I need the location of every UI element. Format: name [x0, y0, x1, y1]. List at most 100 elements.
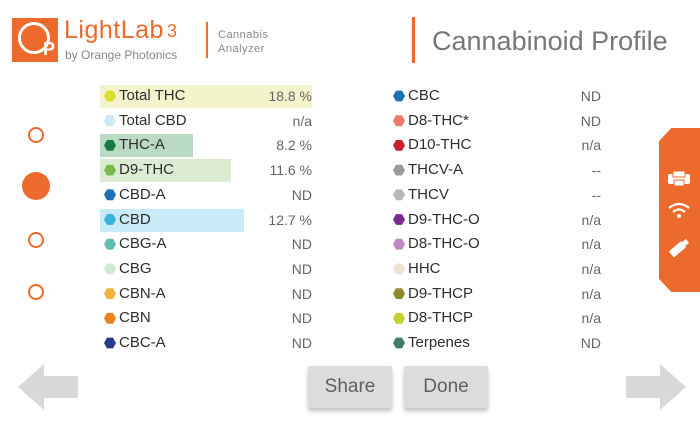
- compound-name: THCV-A: [408, 161, 464, 179]
- compound-row: HHC n/a: [389, 257, 601, 281]
- share-button[interactable]: Share: [308, 366, 392, 408]
- logo-mark: P: [12, 18, 58, 62]
- compound-name: D10-THC: [408, 136, 472, 154]
- compound-row: THCV-A --: [389, 158, 601, 182]
- compound-name: Total THC: [119, 87, 186, 104]
- hexagon-icon: [393, 164, 405, 176]
- compound-value: ND: [291, 285, 312, 302]
- compound-row: D9-THC 11.6 %: [100, 158, 312, 183]
- compound-value: ND: [580, 88, 601, 104]
- compound-value: 18.8 %: [268, 88, 312, 104]
- compound-row: CBC-A ND: [100, 331, 312, 355]
- compound-name: CBN: [119, 309, 151, 327]
- hexagon-icon: [393, 90, 405, 102]
- compound-name: Terpenes: [408, 334, 470, 351]
- compound-value: 12.7 %: [268, 211, 312, 228]
- compound-row: CBN ND: [100, 306, 312, 330]
- hexagon-icon: [393, 312, 405, 324]
- hexagon-icon: [393, 263, 405, 275]
- compound-value: --: [591, 186, 601, 203]
- hexagon-icon: [104, 139, 116, 151]
- hexagon-icon: [104, 238, 116, 250]
- compound-name: D8-THC-O: [408, 235, 480, 253]
- compound-value: n/a: [581, 236, 601, 253]
- compound-row: Total THC 18.8 %: [100, 84, 312, 108]
- compound-value: ND: [291, 260, 312, 277]
- compound-value: n/a: [581, 211, 601, 228]
- compound-value: 11.6 %: [269, 162, 312, 179]
- compound-name: CBC-A: [119, 334, 166, 351]
- page-dot[interactable]: [28, 127, 44, 143]
- page-dot-active[interactable]: [22, 172, 50, 200]
- compound-row: CBD-A ND: [100, 183, 312, 207]
- page-title: Cannabinoid Profile: [432, 26, 668, 56]
- compound-row: D10-THC n/a: [389, 133, 601, 157]
- compound-value: ND: [291, 310, 312, 327]
- hexagon-icon: [393, 214, 405, 225]
- compound-name: D8-THC*: [408, 111, 469, 129]
- compound-row: D9-THC-O n/a: [389, 208, 601, 232]
- compound-row: D9-THCP n/a: [389, 282, 601, 306]
- hexagon-icon: [393, 115, 405, 127]
- compound-row: Terpenes ND: [389, 331, 601, 355]
- compound-name: CBN-A: [119, 284, 166, 302]
- brand-name: LightLab 3: [64, 16, 178, 44]
- hexagon-icon: [393, 288, 405, 299]
- compound-name: D8-THCP: [408, 309, 474, 327]
- compound-name: CBD-A: [119, 185, 166, 203]
- product-name: Cannabis Analyzer: [218, 28, 268, 56]
- compound-name: Total CBD: [119, 111, 187, 129]
- compound-name: THCV: [408, 185, 449, 203]
- compound-value: n/a: [581, 310, 601, 327]
- wifi-icon[interactable]: [665, 200, 693, 220]
- title-accent-bar: [412, 17, 415, 63]
- hexagon-icon: [104, 115, 116, 127]
- arrow-right-icon[interactable]: [624, 362, 688, 412]
- compound-name: D9-THC-O: [408, 210, 480, 228]
- compound-name: CBD: [119, 210, 151, 228]
- hexagon-icon: [393, 139, 405, 151]
- hexagon-icon: [104, 164, 116, 176]
- page-dot[interactable]: [28, 284, 44, 300]
- product-name-line1: Cannabis: [218, 29, 269, 41]
- hexagon-icon: [104, 312, 116, 324]
- hexagon-icon: [104, 214, 116, 225]
- compound-row: THC-A 8.2 %: [100, 133, 312, 158]
- compound-name: THC-A: [119, 136, 165, 154]
- compound-name: CBG: [119, 259, 152, 277]
- compound-value: n/a: [581, 285, 601, 302]
- compound-row: D8-THC* ND: [389, 109, 601, 133]
- compound-value: ND: [291, 335, 312, 351]
- compound-name: D9-THC: [119, 161, 174, 179]
- compound-row: THCV --: [389, 183, 601, 207]
- page-dot[interactable]: [28, 232, 44, 248]
- compound-value: ND: [291, 236, 312, 253]
- logo-p-letter: P: [43, 39, 56, 59]
- compound-value: 8.2 %: [276, 137, 312, 154]
- brand-subtitle: by Orange Photonics: [65, 48, 178, 62]
- hexagon-icon: [393, 238, 405, 250]
- compound-value: n/a: [581, 137, 601, 154]
- brand-divider: [206, 22, 208, 58]
- usb-icon[interactable]: [665, 238, 693, 258]
- level-highlight: [100, 208, 244, 232]
- compound-name: CBG-A: [119, 235, 167, 253]
- compound-value: ND: [580, 335, 601, 351]
- hexagon-icon: [104, 288, 116, 299]
- done-button[interactable]: Done: [404, 366, 488, 408]
- level-highlight: [100, 159, 231, 183]
- level-highlight: [100, 85, 312, 108]
- compound-row: CBD 12.7 %: [100, 208, 312, 232]
- compound-value: --: [591, 162, 601, 179]
- hexagon-icon: [104, 337, 116, 349]
- hexagon-icon: [104, 90, 116, 102]
- compound-value: ND: [580, 112, 601, 129]
- arrow-left-icon[interactable]: [16, 362, 80, 412]
- hexagon-icon: [104, 263, 116, 275]
- compound-row: D8-THCP n/a: [389, 306, 601, 330]
- compound-row: CBG ND: [100, 257, 312, 281]
- compound-name: HHC: [408, 259, 441, 277]
- logo-o-ring: [18, 22, 50, 54]
- compound-name: CBC: [408, 87, 440, 104]
- printer-icon[interactable]: [665, 168, 693, 188]
